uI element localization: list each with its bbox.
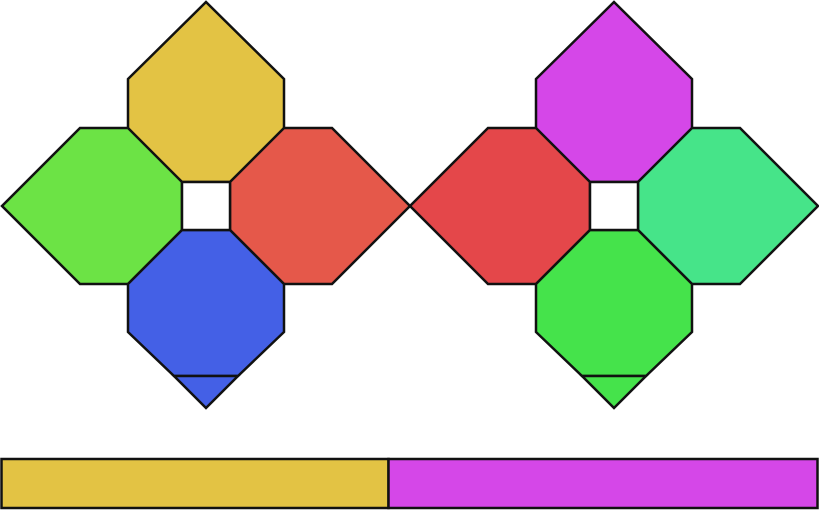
left-cluster [0, 0, 412, 410]
right-cluster-bottom-tip[interactable] [578, 374, 650, 410]
color-progress-bar [0, 457, 819, 510]
left-cluster-empty-slot[interactable] [180, 180, 232, 232]
right-cluster-empty-slot[interactable] [588, 180, 640, 232]
progress-bar-right-segment [387, 457, 819, 510]
right-cluster [408, 0, 819, 410]
left-cluster-bottom-tip[interactable] [170, 374, 242, 410]
progress-bar-left-segment [0, 457, 390, 510]
